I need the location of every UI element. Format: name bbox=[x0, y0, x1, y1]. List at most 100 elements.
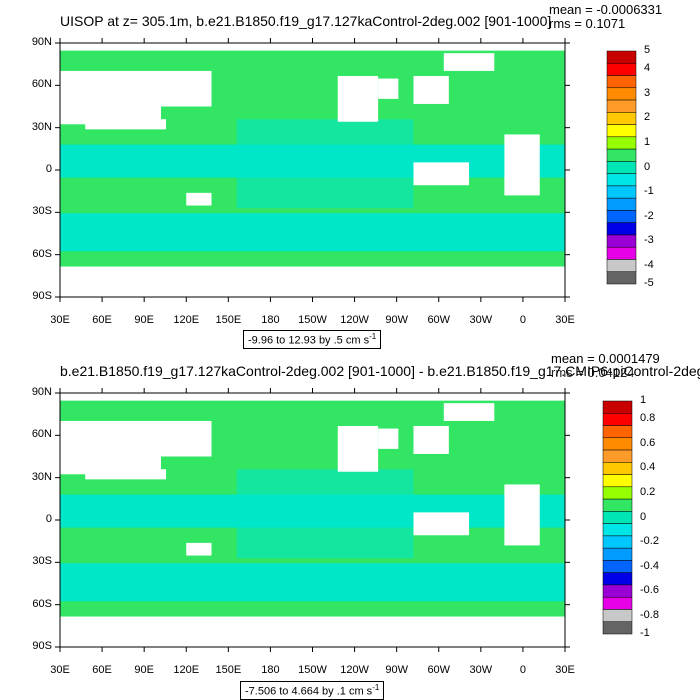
colorbar-swatch bbox=[606, 99, 637, 113]
colorbar-swatch bbox=[606, 136, 637, 150]
lon-label: 90E bbox=[134, 664, 154, 676]
colorbar-swatch bbox=[606, 173, 637, 187]
lat-label: 30S bbox=[32, 205, 52, 218]
colorbar-swatch bbox=[602, 596, 633, 610]
lon-label: 30E bbox=[555, 314, 575, 326]
colorbar-swatch bbox=[602, 609, 633, 622]
lon-label: 120E bbox=[173, 314, 200, 326]
panel1-title: UISOP at z= 305.1m, b.e21.B1850.f19_g17.… bbox=[60, 13, 552, 29]
map-panel-1 bbox=[55, 38, 570, 302]
lat-label: 60S bbox=[32, 597, 52, 610]
panel2-range-box: -7.506 to 4.664 by .1 cm s-1 bbox=[240, 681, 385, 700]
land-mass-6 bbox=[443, 403, 495, 421]
colorbar-label: 0.6 bbox=[640, 436, 656, 449]
lon-label: 60W bbox=[427, 664, 451, 676]
lon-label: 60W bbox=[427, 314, 451, 326]
panel1-range-exponent: -1 bbox=[369, 332, 377, 341]
lat-label: 90N bbox=[31, 36, 52, 48]
panel2-mean: mean = 0.0001479 bbox=[551, 351, 660, 366]
colorbar-label: 1 bbox=[640, 394, 647, 406]
lon-label: 0 bbox=[519, 664, 526, 676]
lon-label: 180 bbox=[261, 314, 280, 326]
colorbar-swatch bbox=[602, 474, 633, 488]
colorbar-label: 0.2 bbox=[640, 485, 656, 498]
colorbar-label: 0.8 bbox=[640, 412, 656, 425]
colorbar-swatch bbox=[602, 572, 633, 586]
colorbar-label: -4 bbox=[644, 258, 654, 271]
colorbar-swatch bbox=[606, 50, 637, 64]
lon-label: 90W bbox=[385, 314, 408, 326]
colorbar-swatch bbox=[602, 400, 633, 414]
lon-label: 120E bbox=[173, 664, 200, 676]
lat-label: 30N bbox=[31, 120, 52, 133]
lon-label: 30W bbox=[469, 664, 493, 676]
colorbar-swatch bbox=[606, 148, 637, 162]
land-mass-7 bbox=[413, 76, 449, 104]
colorbar-swatch bbox=[602, 560, 633, 573]
lon-label: 150W bbox=[298, 664, 327, 676]
colorbar-swatch bbox=[602, 535, 633, 549]
land-mass-11 bbox=[60, 616, 565, 647]
land-mass-3 bbox=[85, 119, 167, 130]
colorbar-swatch bbox=[606, 246, 637, 260]
lon-label: 0 bbox=[519, 314, 526, 326]
lat-label: 90S bbox=[32, 640, 52, 652]
southern-band bbox=[60, 213, 565, 252]
colorbar-swatch bbox=[606, 185, 637, 199]
map-panel-2 bbox=[55, 388, 570, 652]
land-mass-0 bbox=[60, 43, 565, 51]
panel1-rms: rms = 0.1071 bbox=[549, 16, 626, 31]
southern-band bbox=[60, 563, 565, 602]
colorbar-label: -1 bbox=[644, 185, 654, 198]
land-mass-8 bbox=[504, 134, 540, 196]
colorbar-label: 0.4 bbox=[640, 461, 656, 474]
colorbar-label: -0.2 bbox=[640, 535, 659, 548]
colorbar-swatch bbox=[606, 124, 637, 138]
colorbar-swatch bbox=[602, 437, 633, 451]
lon-label: 180 bbox=[261, 664, 280, 676]
lat-label: 0 bbox=[45, 513, 52, 525]
colorbar-swatch bbox=[602, 425, 633, 439]
colorbar-swatch bbox=[602, 462, 633, 475]
colorbar-swatch bbox=[606, 75, 637, 89]
land-mass-4 bbox=[337, 426, 379, 472]
colorbar-label: 5 bbox=[644, 44, 651, 56]
lon-label: 90E bbox=[134, 314, 154, 326]
lon-label: 30E bbox=[50, 314, 70, 326]
colorbar-swatch bbox=[606, 161, 637, 174]
land-mass-0 bbox=[60, 393, 565, 401]
colorbar-label: 2 bbox=[644, 111, 651, 124]
lat-label: 0 bbox=[45, 163, 52, 175]
colorbar-swatch bbox=[602, 486, 633, 500]
pacific-patch bbox=[236, 119, 414, 209]
colorbar-label: -0.6 bbox=[640, 584, 659, 597]
panel2-title: b.e21.B1850.f19_g17.127kaControl-2deg.00… bbox=[60, 363, 700, 379]
lon-label: 120W bbox=[340, 664, 369, 676]
lon-label: 30E bbox=[50, 664, 70, 676]
colorbar-swatch bbox=[602, 413, 633, 426]
lat-label: 30N bbox=[31, 470, 52, 483]
lat-label: 90N bbox=[31, 386, 52, 398]
colorbar-swatch bbox=[606, 210, 637, 223]
colorbar-swatch bbox=[606, 259, 637, 272]
panel1-range-box: -9.96 to 12.93 by .5 cm s-1 bbox=[243, 330, 382, 349]
land-mass-7 bbox=[413, 426, 449, 454]
colorbar-label: 3 bbox=[644, 86, 651, 99]
lat-label: 30S bbox=[32, 555, 52, 568]
colorbar-swatch bbox=[602, 621, 633, 635]
panel1-mean: mean = -0.0006331 bbox=[549, 2, 663, 17]
colorbar-swatch bbox=[606, 271, 637, 285]
colorbar-label: 1 bbox=[644, 135, 651, 148]
pacific-patch bbox=[236, 469, 414, 559]
panel2-range-text: -7.506 to 4.664 by .1 cm s bbox=[245, 685, 373, 698]
colorbar-swatch bbox=[606, 87, 637, 101]
colorbar-swatch bbox=[602, 547, 633, 561]
lon-label: 150W bbox=[298, 314, 327, 326]
land-mass-9 bbox=[413, 512, 470, 536]
colorbar-swatch bbox=[602, 523, 633, 537]
land-mass-10 bbox=[186, 542, 212, 556]
land-mass-6 bbox=[443, 53, 495, 71]
colorbar-label: -0.4 bbox=[640, 559, 659, 572]
lon-label: 30W bbox=[469, 314, 493, 326]
colorbar-swatch bbox=[602, 584, 633, 598]
